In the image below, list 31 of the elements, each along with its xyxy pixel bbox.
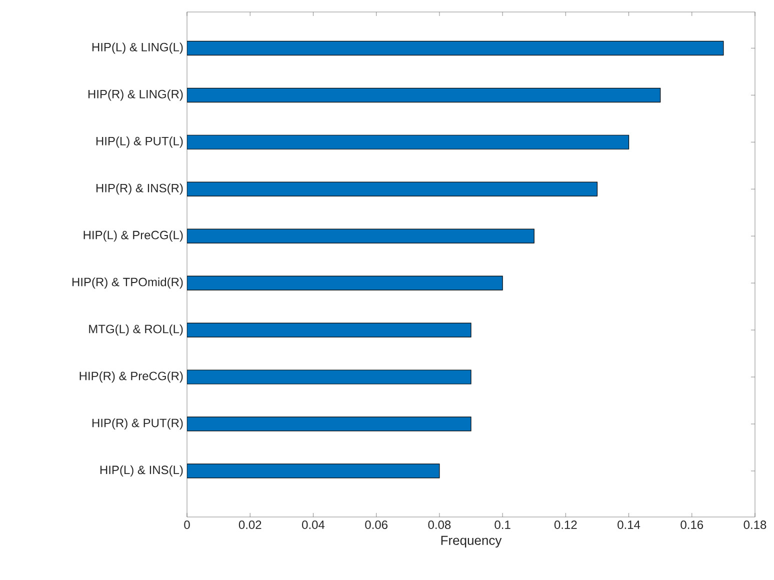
x-tick-label: 0.02 bbox=[238, 520, 262, 530]
y-tick-label: HIP(L) & PreCG(L) bbox=[84, 230, 183, 242]
x-tick-label: 0.1 bbox=[494, 520, 510, 530]
x-tick-label: 0.08 bbox=[428, 520, 451, 530]
bar bbox=[187, 228, 534, 244]
x-tick-label: 0.18 bbox=[744, 520, 766, 530]
x-tick-label: 0 bbox=[184, 520, 190, 530]
bar bbox=[187, 464, 440, 478]
x-tick-label: 0.12 bbox=[554, 520, 577, 530]
y-tick-label: HIP(L) & PUT(L) bbox=[96, 136, 183, 148]
bar bbox=[187, 182, 598, 196]
x-tick-label: 0.04 bbox=[302, 520, 325, 530]
bar bbox=[187, 40, 724, 56]
x-tick-label: 0.16 bbox=[680, 520, 704, 530]
y-tick-label: HIP(R) & PreCG(R) bbox=[80, 371, 183, 383]
y-tick-label: HIP(R) & TPOmid(R) bbox=[72, 277, 183, 289]
y-tick-label: HIP(L) & INS(L) bbox=[100, 465, 183, 477]
y-tick-label: HIP(R) & PUT(R) bbox=[92, 418, 183, 430]
bar bbox=[187, 416, 472, 432]
bar bbox=[187, 370, 472, 384]
x-tick-label: 0.14 bbox=[618, 520, 640, 530]
x-tick-label: 0.06 bbox=[365, 520, 388, 530]
y-tick-label: HIP(R) & INS(R) bbox=[96, 184, 183, 195]
bar bbox=[187, 276, 503, 290]
x-axis-title: Frequency bbox=[441, 536, 502, 548]
y-tick-label: HIP(R) & LING(R) bbox=[88, 90, 183, 101]
y-tick-label: MTG(L) & ROL(L) bbox=[89, 324, 183, 336]
bar bbox=[187, 322, 472, 338]
bar bbox=[187, 134, 630, 150]
bar bbox=[187, 88, 661, 102]
y-tick-label: HIP(L) & LING(L) bbox=[92, 42, 183, 54]
